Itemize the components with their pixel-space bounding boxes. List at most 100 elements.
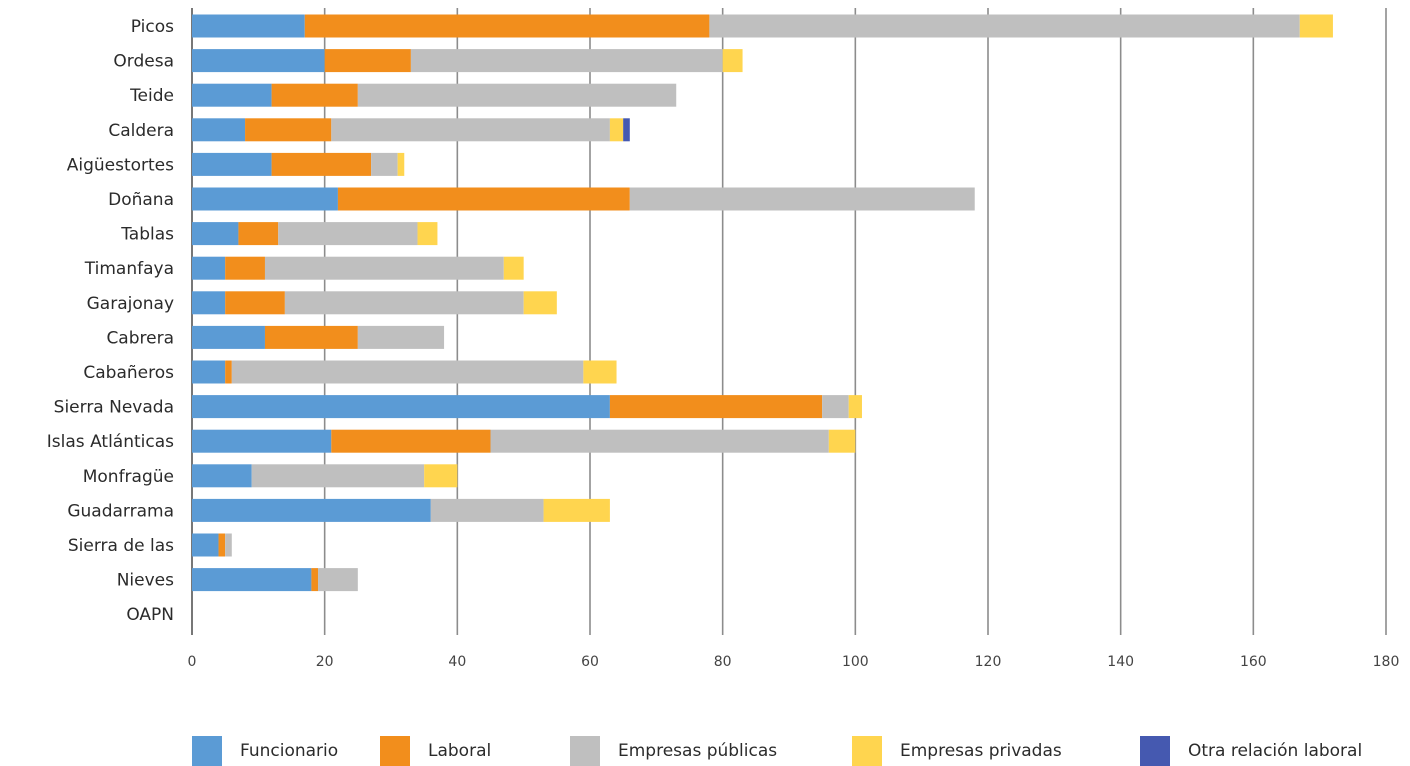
category-label: Monfragüe: [83, 467, 174, 487]
bar-segment: [192, 49, 325, 73]
bar-segment: [225, 256, 265, 280]
category-label: Nieves: [117, 571, 174, 591]
bar-segment: [424, 464, 458, 488]
bar-segment: [192, 291, 226, 315]
x-tick-label: 80: [714, 654, 732, 670]
bar-segment: [331, 429, 491, 453]
legend-swatch: [1140, 736, 1170, 766]
legend-label: Empresas públicas: [618, 741, 778, 761]
bar-segment: [318, 568, 358, 592]
category-label: Aigüestortes: [67, 155, 174, 175]
bar-segment: [490, 429, 829, 453]
bar-segment: [264, 256, 504, 280]
x-tick-label: 180: [1373, 654, 1400, 670]
bar-segment: [357, 325, 445, 349]
bar-segment: [231, 360, 584, 384]
category-label: Picos: [131, 17, 174, 37]
bar-segment: [609, 395, 823, 419]
bar-segment: [410, 49, 723, 73]
legend-item: Laboral: [380, 736, 491, 766]
category-label: Tablas: [120, 225, 174, 245]
bar-segment: [311, 568, 319, 592]
bar-segment: [238, 222, 279, 246]
bar-segment: [192, 464, 252, 488]
bar-segment: [192, 498, 431, 522]
bar-segment: [192, 325, 265, 349]
bars: [192, 14, 1333, 592]
bar-segment: [264, 325, 358, 349]
x-tick-label: 160: [1240, 654, 1267, 670]
x-tick-label: 100: [842, 654, 869, 670]
bar-segment: [430, 498, 544, 522]
category-label: Doñana: [108, 190, 174, 210]
bar-segment: [304, 14, 710, 38]
category-label: Garajonay: [87, 294, 174, 314]
x-tick-label: 60: [581, 654, 599, 670]
legend-label: Funcionario: [240, 741, 339, 761]
category-label: Ordesa: [113, 52, 174, 72]
bar-segment: [192, 256, 226, 280]
bar-segment: [245, 118, 332, 142]
legend-item: Otra relación laboral: [1140, 736, 1362, 766]
bar-segment: [218, 533, 226, 557]
bar-segment: [192, 222, 239, 246]
legend-swatch: [852, 736, 882, 766]
legend-item: Empresas privadas: [852, 736, 1062, 766]
bar-segment: [722, 49, 743, 73]
bar-segment: [357, 83, 677, 107]
bar-segment: [192, 360, 226, 384]
x-tick-label: 140: [1107, 654, 1134, 670]
legend-swatch: [570, 736, 600, 766]
legend-swatch: [380, 736, 410, 766]
bar-segment: [583, 360, 617, 384]
bar-segment: [192, 429, 332, 453]
legend-label: Empresas privadas: [900, 741, 1062, 761]
category-label: Timanfaya: [84, 259, 174, 279]
bar-segment: [192, 395, 610, 419]
chart: Picos Ordesa Teide Caldera Aigüestortes Doñan…: [47, 8, 1400, 670]
bar-segment: [271, 83, 358, 107]
x-tick-label: 120: [975, 654, 1002, 670]
legend-label: Laboral: [428, 741, 492, 761]
bar-segment: [192, 533, 219, 557]
bar-segment: [192, 118, 246, 142]
category-label: Caldera: [108, 121, 174, 141]
bar-segment: [822, 395, 849, 419]
bar-segment: [225, 291, 285, 315]
category-label: Guadarrama: [67, 501, 174, 521]
bar-segment: [192, 152, 272, 176]
category-label: Sierra Nevada: [54, 398, 174, 418]
bar-segment: [623, 118, 630, 142]
category-label: Islas Atlánticas: [47, 432, 174, 452]
bar-segment: [609, 118, 624, 142]
legend-item: Empresas públicas: [570, 736, 777, 766]
bar-segment: [192, 83, 272, 107]
bar-segment: [337, 187, 630, 211]
bar-segment: [225, 360, 232, 384]
bar-segment: [523, 291, 557, 315]
x-tick-label: 0: [188, 654, 197, 670]
bar-segment: [324, 49, 411, 73]
bar-segment: [629, 187, 975, 211]
legend-swatch: [192, 736, 222, 766]
x-tick-label: 40: [448, 654, 466, 670]
bar-segment: [709, 14, 1300, 38]
category-label: Cabrera: [106, 328, 174, 348]
category-label: Teide: [129, 86, 174, 106]
legend-label: Otra relación laboral: [1188, 741, 1363, 761]
bar-segment: [278, 222, 418, 246]
x-tick-labels: 0 20 40 60 80 100 120 140 160 180: [188, 654, 1400, 670]
bar-segment: [417, 222, 438, 246]
bar-segment: [192, 14, 305, 38]
bar-segment: [284, 291, 524, 315]
bar-segment: [331, 118, 610, 142]
bar-segment: [397, 152, 405, 176]
bar-segment: [1299, 14, 1333, 38]
bar-segment: [371, 152, 398, 176]
bar-segment: [271, 152, 372, 176]
bar-segment: [225, 533, 232, 557]
bar-segment: [503, 256, 524, 280]
category-label: Cabañeros: [83, 363, 174, 383]
legend: Funcionario Laboral Empresas públicas Empre…: [0, 716, 1410, 766]
bar-segment: [828, 429, 856, 453]
